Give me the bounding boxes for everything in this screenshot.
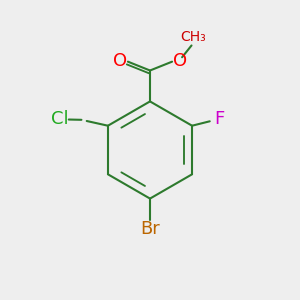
Text: Cl: Cl xyxy=(51,110,69,128)
Text: O: O xyxy=(173,52,187,70)
Text: F: F xyxy=(214,110,224,128)
Text: O: O xyxy=(112,52,127,70)
Text: Br: Br xyxy=(140,220,160,238)
Text: CH₃: CH₃ xyxy=(180,30,206,44)
